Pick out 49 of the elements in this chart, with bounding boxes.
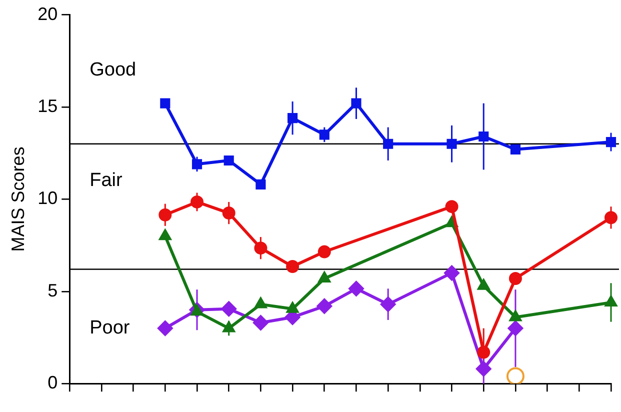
point	[224, 155, 234, 166]
point	[192, 159, 202, 170]
point	[380, 296, 396, 312]
point	[221, 301, 236, 316]
point	[478, 279, 490, 290]
point	[508, 320, 523, 336]
annotation: Poor	[90, 318, 130, 339]
y-tick-label: 5	[48, 280, 58, 300]
point	[223, 322, 235, 332]
point	[506, 367, 524, 384]
point	[604, 211, 618, 224]
point	[319, 130, 330, 140]
point	[158, 320, 173, 336]
point	[508, 272, 522, 285]
point	[254, 298, 267, 308]
y-tick-label: 15	[38, 96, 58, 116]
point	[222, 206, 236, 220]
point	[288, 113, 298, 124]
point	[256, 179, 266, 190]
point	[444, 265, 460, 280]
point	[445, 200, 458, 214]
y-tick-label: 20	[38, 4, 58, 24]
point	[160, 98, 170, 108]
point	[478, 131, 489, 142]
y-tick-label: 0	[48, 372, 58, 393]
point	[477, 346, 490, 359]
point	[158, 208, 172, 222]
point	[605, 296, 617, 306]
y-axis-title: MAIS Scores	[8, 146, 28, 252]
point	[286, 260, 300, 274]
point	[254, 242, 268, 255]
y-tick-label: 10	[38, 188, 58, 208]
point	[318, 272, 330, 282]
point	[316, 298, 332, 314]
annotation: Good	[90, 59, 136, 80]
point	[286, 302, 298, 313]
point	[190, 195, 204, 208]
point	[348, 281, 364, 296]
point	[253, 315, 268, 330]
point	[510, 310, 522, 322]
point	[351, 98, 362, 108]
point	[159, 230, 171, 240]
point	[318, 245, 331, 258]
point	[510, 144, 520, 154]
point	[476, 361, 492, 376]
point	[446, 138, 457, 149]
point	[383, 138, 394, 149]
point	[606, 137, 616, 148]
annotation: Fair	[90, 170, 124, 191]
